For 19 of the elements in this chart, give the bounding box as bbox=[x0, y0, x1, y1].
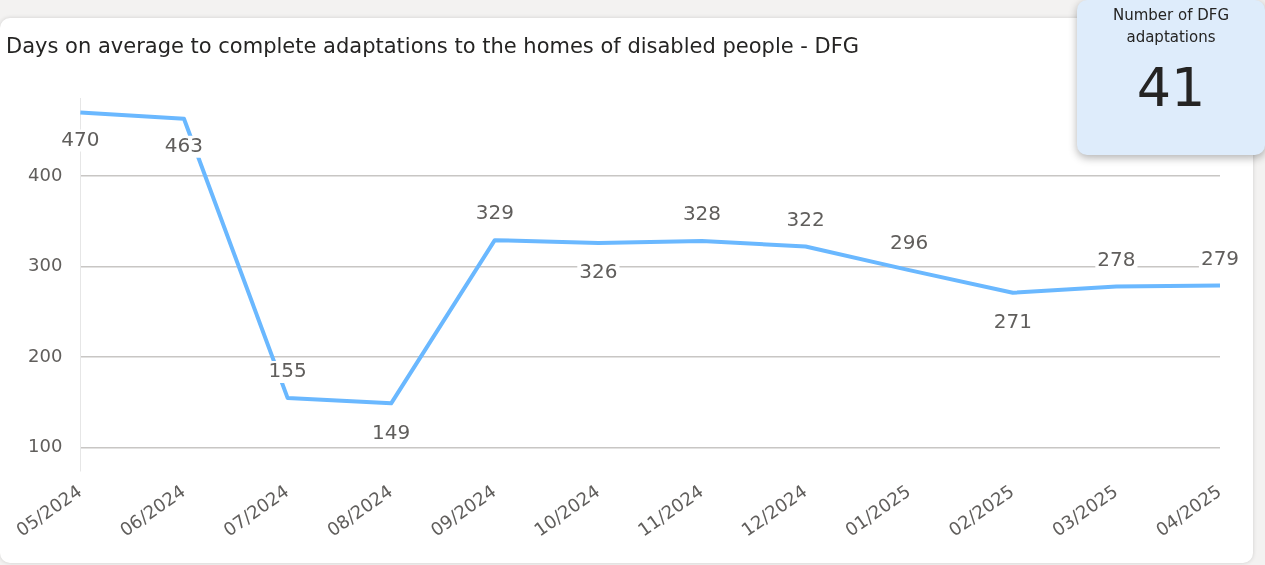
data-label: 322 bbox=[786, 206, 825, 231]
y-tick-label: 300 bbox=[28, 254, 63, 276]
y-tick-label: 100 bbox=[28, 435, 63, 457]
data-label: 470 bbox=[61, 126, 100, 151]
data-label: 296 bbox=[890, 230, 929, 255]
data-label: 279 bbox=[1200, 245, 1240, 270]
y-tick-label: 400 bbox=[28, 163, 63, 185]
data-label: 328 bbox=[682, 201, 722, 226]
text: Number of DFG adaptations bbox=[1111, 5, 1231, 48]
data-label: 326 bbox=[579, 259, 618, 284]
chart-title: Days on average to complete adaptations to the homes of disabled people - DFG bbox=[6, 34, 860, 58]
data-label: 271 bbox=[993, 308, 1032, 333]
data-label: 155 bbox=[268, 358, 307, 383]
data-label: 278 bbox=[1097, 246, 1136, 271]
y-tick-label: 200 bbox=[28, 344, 63, 366]
data-label: 329 bbox=[475, 200, 514, 225]
data-label: 41 bbox=[1135, 56, 1207, 119]
data-label: 149 bbox=[372, 419, 411, 444]
data-label: 463 bbox=[164, 132, 204, 157]
